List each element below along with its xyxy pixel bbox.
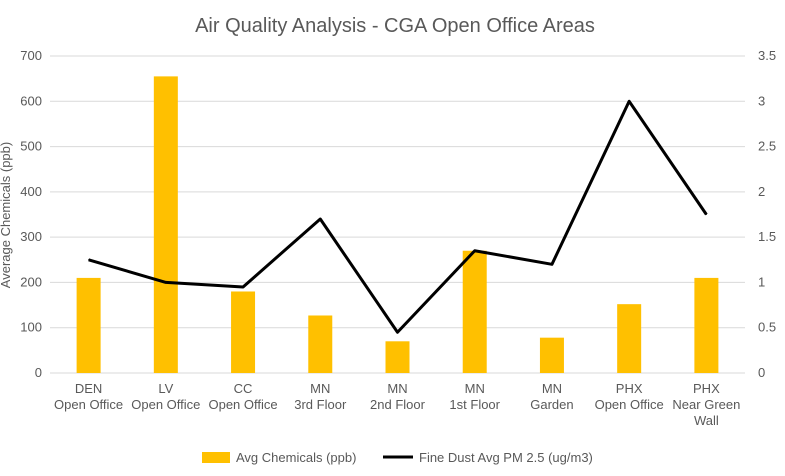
y2-tick-label: 2.5: [758, 139, 776, 154]
y-tick-label: 200: [20, 274, 42, 289]
category-label: PHX: [693, 381, 720, 396]
left-axis-ticks: 0 100 200 300 400 500 600 700: [20, 48, 42, 380]
line-point: [88, 259, 90, 261]
category-label: MN: [310, 381, 330, 396]
y-tick-label: 600: [20, 93, 42, 108]
category-label: Open Office: [595, 397, 664, 412]
category-label: 3rd Floor: [294, 397, 347, 412]
bar: [308, 315, 333, 373]
right-axis-ticks: 0 0.5 1 1.5 2 2.5 3 3.5: [758, 48, 776, 380]
legend-label-chemicals: Avg Chemicals (ppb): [236, 450, 356, 465]
line-point: [551, 263, 553, 265]
category-label: DEN: [75, 381, 102, 396]
y2-tick-label: 3.5: [758, 48, 776, 63]
category-label: 2nd Floor: [370, 397, 426, 412]
bar: [153, 76, 178, 373]
category-label: Garden: [530, 397, 573, 412]
line-point: [242, 286, 244, 288]
category-label: Wall: [694, 413, 719, 428]
category-label: CC: [234, 381, 253, 396]
category-label: 1st Floor: [449, 397, 500, 412]
line-point: [319, 218, 321, 220]
y-tick-label: 700: [20, 48, 42, 63]
y2-tick-label: 2: [758, 184, 765, 199]
category-label: Open Office: [208, 397, 277, 412]
line-point: [628, 100, 630, 102]
bar: [76, 277, 101, 373]
category-label: MN: [465, 381, 485, 396]
bar: [231, 291, 256, 373]
y-tick-label: 400: [20, 184, 42, 199]
dust-line: [88, 99, 708, 334]
y2-tick-label: 1: [758, 274, 765, 289]
bar: [385, 341, 410, 373]
line-series: [88, 99, 708, 334]
y-tick-label: 100: [20, 320, 42, 335]
y2-tick-label: 0: [758, 365, 765, 380]
bar: [617, 304, 642, 373]
y-tick-label: 300: [20, 229, 42, 244]
category-label: Near Green: [672, 397, 740, 412]
bar: [694, 277, 719, 373]
category-label: MN: [542, 381, 562, 396]
category-label: Open Office: [131, 397, 200, 412]
line-point: [705, 214, 707, 215]
legend-swatch-chemicals: [202, 452, 230, 463]
line-point: [474, 250, 476, 252]
legend-label-dust: Fine Dust Avg PM 2.5 (ug/m3): [419, 450, 593, 465]
line-point: [397, 331, 398, 333]
bar: [462, 250, 487, 373]
category-label: PHX: [616, 381, 643, 396]
y-axis-label: Average Chemicals (ppb): [0, 142, 13, 288]
category-label: MN: [387, 381, 407, 396]
legend: Avg Chemicals (ppb) Fine Dust Avg PM 2.5…: [202, 450, 593, 465]
y2-tick-label: 3: [758, 93, 765, 108]
category-label: LV: [158, 381, 173, 396]
line-point: [165, 281, 167, 283]
y-tick-label: 0: [35, 365, 42, 380]
y2-tick-label: 1.5: [758, 229, 776, 244]
bars: [76, 76, 719, 373]
bar: [539, 337, 564, 373]
y2-tick-label: 0.5: [758, 320, 776, 335]
category-label: Open Office: [54, 397, 123, 412]
y-tick-label: 500: [20, 139, 42, 154]
chart-title: Air Quality Analysis - CGA Open Office A…: [195, 15, 595, 37]
